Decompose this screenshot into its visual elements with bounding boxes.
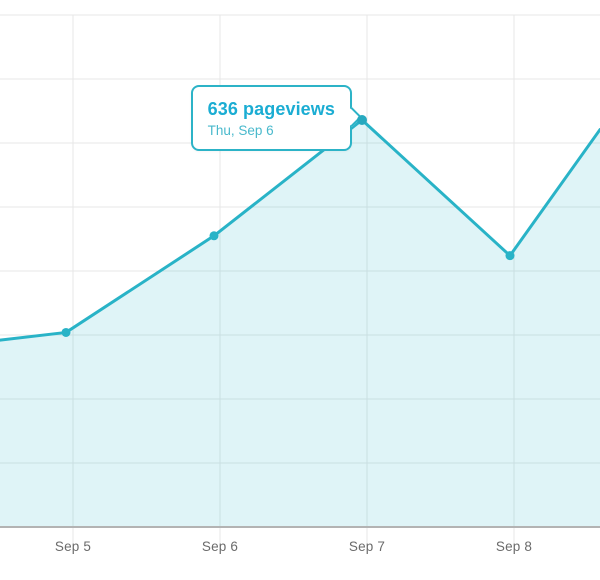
y-gridlines xyxy=(0,14,600,464)
tooltip-date: Thu, Sep 6 xyxy=(207,122,274,138)
data-point-dot xyxy=(505,251,515,261)
trend-line xyxy=(0,118,600,342)
highlighted-data-point[interactable] xyxy=(357,114,367,125)
data-point-dot xyxy=(61,327,71,337)
area-fill xyxy=(0,119,600,528)
chart-tooltip: 636 pageviews Thu, Sep 6 xyxy=(190,84,362,151)
data-point-dot xyxy=(209,231,219,241)
tooltip-value: 636 pageviews xyxy=(207,98,335,119)
